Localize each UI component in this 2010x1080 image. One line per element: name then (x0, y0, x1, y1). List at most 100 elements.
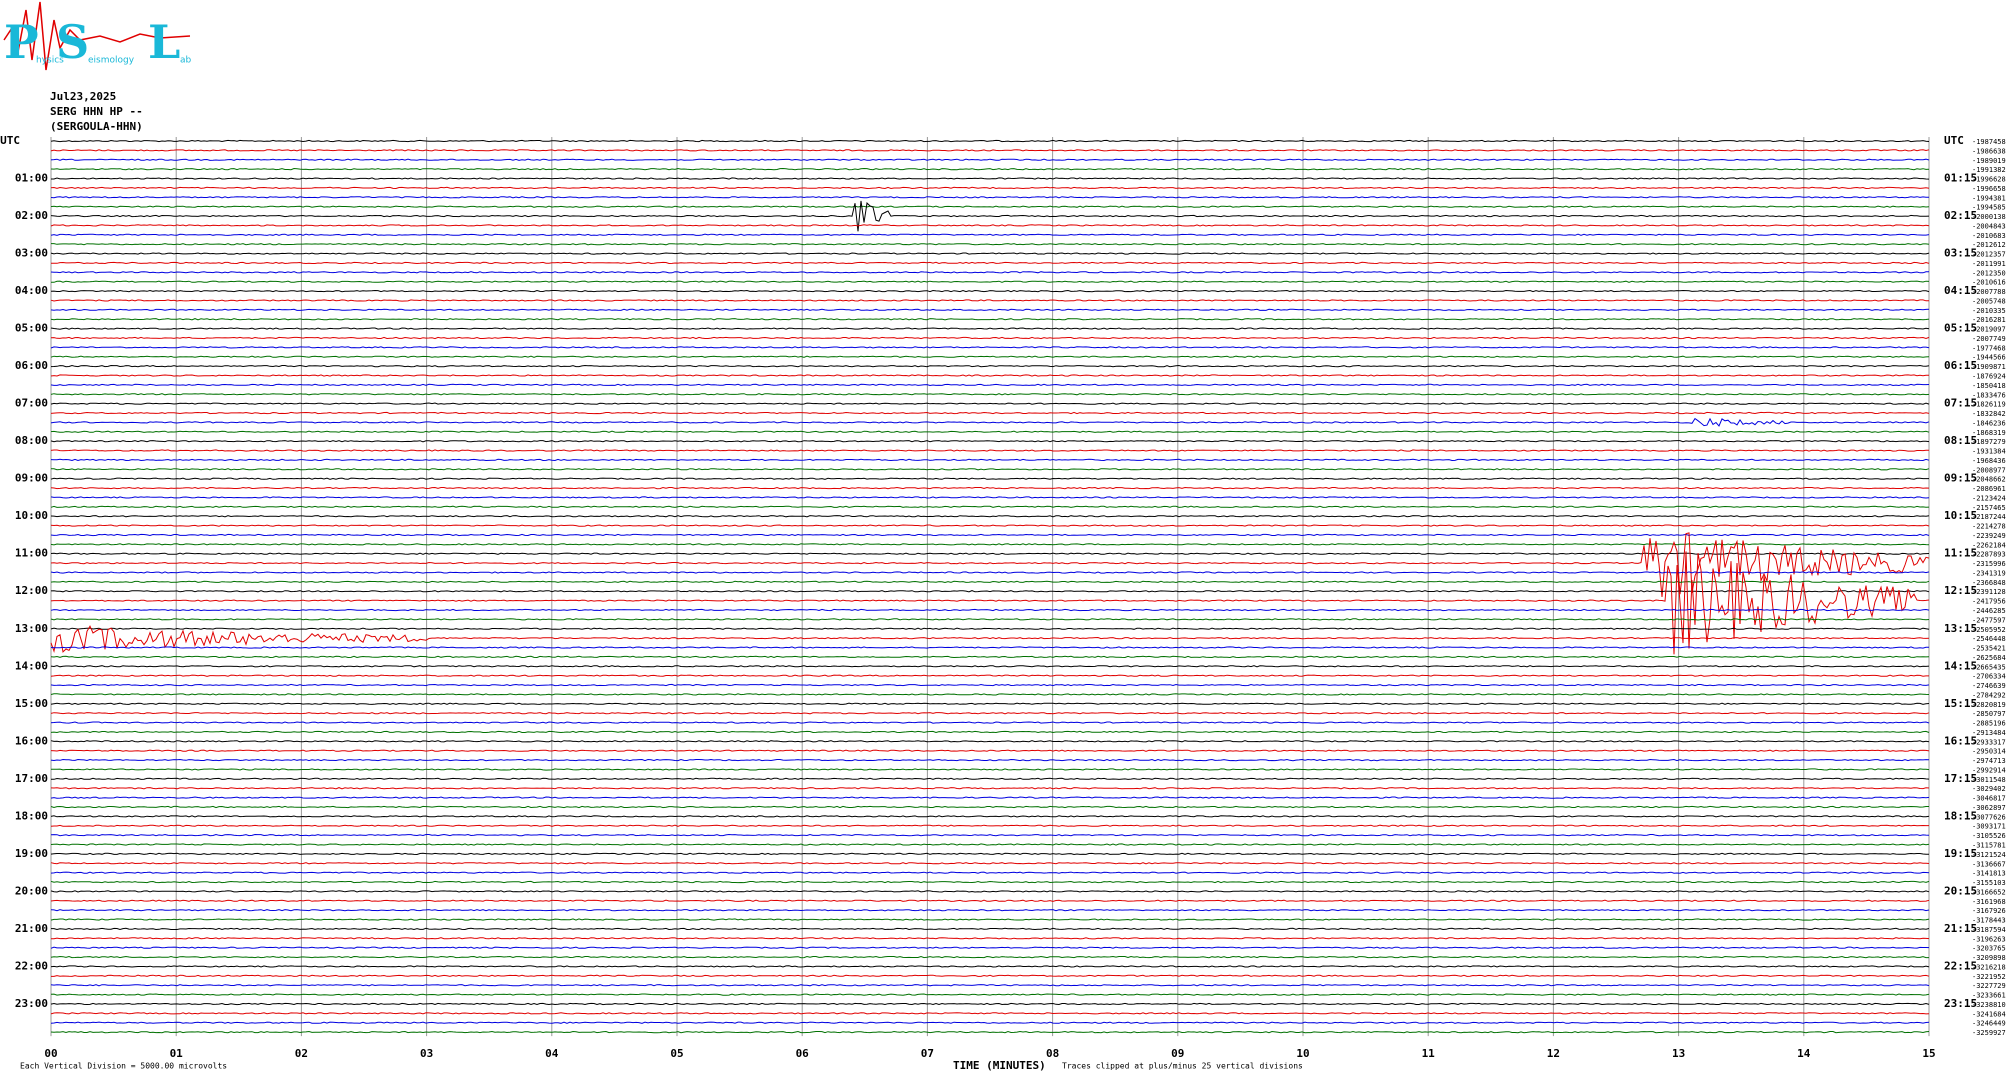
trace (50, 590, 1930, 593)
trace (50, 200, 1930, 232)
trace (50, 1030, 1930, 1034)
logo: P hysics S eismology L ab (3, 1, 192, 71)
hour-label-right: 18:15 (1944, 809, 1977, 822)
trace (50, 458, 1930, 462)
hour-label: 03:00 (15, 247, 48, 260)
trace-offset: -3155103 (1972, 879, 2006, 887)
trace-offset: -2000138 (1972, 213, 2006, 221)
trace (50, 646, 1929, 649)
hour-label: 16:00 (15, 734, 48, 747)
trace-offset: -1987458 (1972, 138, 2006, 146)
logo-letter: S (56, 15, 89, 69)
trace-offset: -2007788 (1972, 288, 2006, 296)
trace (50, 346, 1930, 349)
trace (50, 496, 1930, 499)
trace (50, 158, 1930, 161)
trace-offset: -1944566 (1972, 354, 2006, 362)
trace-offset: -3233661 (1972, 992, 2006, 1000)
trace (51, 177, 1930, 180)
trace (50, 984, 1930, 987)
x-tick-label: 07 (921, 1047, 934, 1060)
trace-offset: -2007749 (1972, 335, 2006, 343)
trace (50, 533, 1930, 537)
trace-offset: -2391128 (1972, 588, 2006, 596)
trace-offset: -3221952 (1972, 973, 2006, 981)
trace-offset: -3196263 (1972, 935, 2006, 943)
hour-label-right: 21:15 (1944, 922, 1977, 935)
trace-offset: -3141813 (1972, 870, 2006, 878)
trace-offset: -2016281 (1972, 316, 2006, 324)
trace-offset: -2505952 (1972, 626, 2006, 634)
trace-offset: -2262184 (1972, 541, 2006, 549)
trace (50, 946, 1930, 949)
trace (50, 477, 1929, 480)
trace (51, 768, 1930, 771)
trace-offset: -1897279 (1972, 438, 2006, 446)
trace-offset: -3203765 (1972, 945, 2006, 953)
hour-label-right: 23:15 (1944, 997, 1977, 1010)
hour-label: 01:00 (15, 172, 48, 185)
division-note: Each Vertical Division = 5000.00 microvo… (20, 1062, 227, 1071)
hour-label-right: 01:15 (1944, 172, 1977, 185)
hour-label: 17:00 (15, 772, 48, 785)
logo-letter: L (148, 15, 180, 69)
trace (51, 974, 1930, 977)
hour-label: 05:00 (15, 322, 48, 335)
trace-offset: -1931384 (1972, 448, 2006, 456)
trace (50, 871, 1930, 874)
trace (50, 618, 1930, 621)
trace-offset: -2012357 (1972, 251, 2006, 259)
trace-offset: -2784292 (1972, 691, 2006, 699)
hour-label: 04:00 (15, 284, 48, 297)
trace (50, 627, 1930, 630)
trace (51, 468, 1930, 471)
hour-label: 23:00 (15, 997, 48, 1010)
trace (50, 486, 1930, 490)
trace-offset: -3227729 (1972, 982, 2006, 990)
trace (50, 625, 1930, 654)
trace (50, 271, 1930, 274)
trace (50, 918, 1930, 921)
trace-offset: -1996658 (1972, 185, 2006, 193)
trace-offset: -3077626 (1972, 813, 2006, 821)
hour-label-right: 02:15 (1944, 209, 1977, 222)
trace (50, 787, 1930, 790)
trace (50, 374, 1929, 377)
trace-offset: -2008977 (1972, 466, 2006, 474)
trace-offset: -2004843 (1972, 222, 2006, 230)
trace (50, 308, 1930, 311)
logo-wave (3, 1, 191, 71)
trace-offset: -2535421 (1972, 645, 2006, 653)
hour-label: 07:00 (15, 397, 48, 410)
trace-offset: -3105526 (1972, 832, 2006, 840)
trace (50, 383, 1930, 387)
site: (SERGOULA-HHN) (50, 120, 143, 133)
trace-offset: -2746639 (1972, 682, 2006, 690)
trace-offset: -3238810 (1972, 1001, 2006, 1009)
trace (50, 665, 1930, 668)
trace-offset: -1994381 (1972, 194, 2006, 202)
trace-offset: -2019097 (1972, 326, 2006, 334)
trace (50, 899, 1930, 902)
trace-offset: -1846236 (1972, 419, 2006, 427)
trace-offset: -2012612 (1972, 241, 2006, 249)
trace-offset: -1832842 (1972, 410, 2006, 418)
x-tick-label: 10 (1296, 1047, 1309, 1060)
hour-label-right: 16:15 (1944, 734, 1977, 747)
trace-offset: -2157465 (1972, 504, 2006, 512)
trace (51, 937, 1930, 940)
trace-offset: -2446285 (1972, 607, 2006, 615)
logo-word: ab (180, 56, 192, 66)
hour-label: 20:00 (15, 884, 48, 897)
trace-offset: -3246449 (1972, 1020, 2006, 1028)
hour-label-right: 17:15 (1944, 772, 1977, 785)
trace-offset: -2992914 (1972, 766, 2006, 774)
hour-label: 09:00 (15, 472, 48, 485)
trace-offset: -2010683 (1972, 232, 2006, 240)
trace (50, 355, 1930, 358)
trace-offset: -1909871 (1972, 363, 2006, 371)
logo-word: eismology (88, 56, 135, 66)
trace (50, 552, 1930, 555)
trace (50, 721, 1930, 724)
